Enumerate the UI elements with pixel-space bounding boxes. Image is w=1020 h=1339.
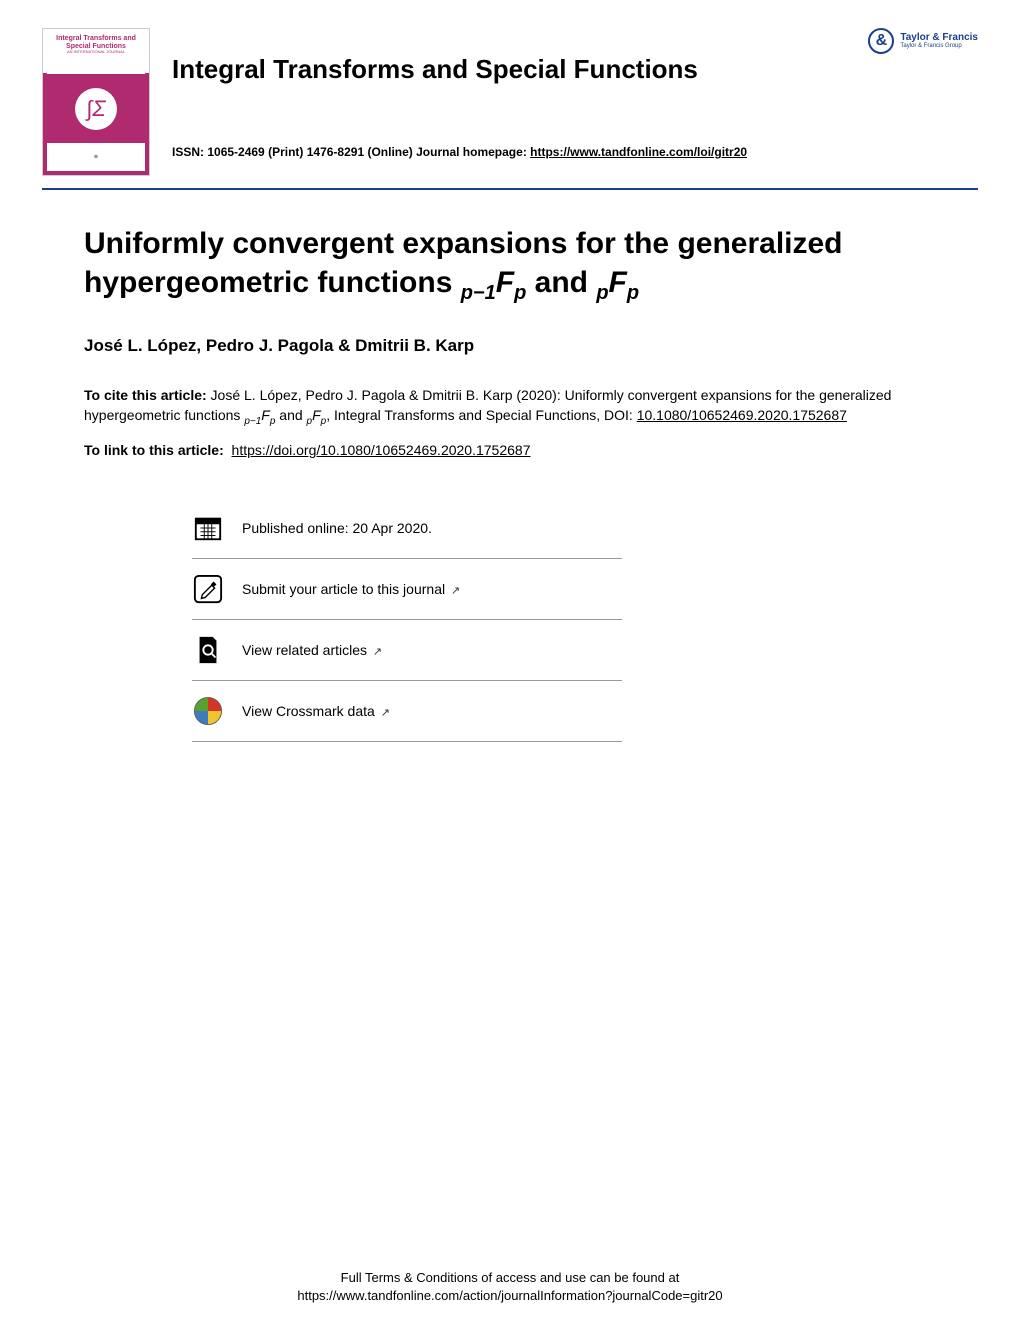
citation-label: To cite this article: bbox=[84, 387, 207, 403]
crossmark-label: View Crossmark data bbox=[242, 703, 375, 719]
title-and: and bbox=[526, 266, 596, 299]
footer-line1: Full Terms & Conditions of access and us… bbox=[0, 1269, 1020, 1287]
article-doi-link[interactable]: https://doi.org/10.1080/10652469.2020.17… bbox=[232, 442, 531, 458]
cover-publisher-mini: ⊕ bbox=[94, 154, 98, 160]
issn-online: 1476-8291 bbox=[307, 145, 364, 159]
submit-text: Submit your article to this journal ↗ bbox=[242, 581, 460, 597]
cover-title: Integral Transforms and Special Function… bbox=[47, 35, 145, 50]
crossmark-icon bbox=[192, 695, 224, 727]
header: Integral Transforms and Special Function… bbox=[42, 28, 978, 176]
journal-homepage-link[interactable]: https://www.tandfonline.com/loi/gitr20 bbox=[530, 145, 747, 159]
published-text: Published online: 20 Apr 2020. bbox=[242, 520, 432, 536]
article-title: Uniformly convergent expansions for the … bbox=[84, 224, 936, 306]
citation-after: , Integral Transforms and Special Functi… bbox=[326, 407, 636, 423]
external-link-icon: ↗ bbox=[381, 707, 390, 719]
crossmark-text: View Crossmark data ↗ bbox=[242, 703, 390, 719]
issn-print: 1065-2469 bbox=[207, 145, 264, 159]
publisher-name: Taylor & Francis bbox=[900, 33, 978, 43]
issn-label: ISSN: bbox=[172, 145, 207, 159]
cite-f1-sub: p−1 bbox=[244, 415, 261, 426]
external-link-icon: ↗ bbox=[373, 646, 382, 658]
header-divider bbox=[42, 188, 978, 190]
external-link-icon: ↗ bbox=[451, 585, 460, 597]
submit-icon bbox=[192, 573, 224, 605]
link-label: To link to this article: bbox=[84, 442, 224, 458]
related-label: View related articles bbox=[242, 642, 367, 658]
cite-f1-main: F bbox=[261, 407, 270, 423]
calendar-icon bbox=[192, 512, 224, 544]
action-list: Published online: 20 Apr 2020. Submit yo… bbox=[192, 498, 898, 742]
related-text: View related articles ↗ bbox=[242, 642, 382, 658]
published-row: Published online: 20 Apr 2020. bbox=[192, 498, 622, 559]
publisher-logo-icon: & bbox=[868, 28, 894, 54]
title-f2-sub: p bbox=[596, 282, 608, 304]
title-f2-sub2: p bbox=[627, 282, 639, 304]
crossmark-row[interactable]: View Crossmark data ↗ bbox=[192, 681, 622, 742]
submit-label: Submit your article to this journal bbox=[242, 581, 445, 597]
title-f1-sub: p−1 bbox=[461, 282, 496, 304]
title-f1-main: F bbox=[496, 266, 514, 299]
footer: Full Terms & Conditions of access and us… bbox=[0, 1269, 1020, 1305]
ampersand-icon: & bbox=[876, 32, 888, 50]
publisher-logo: & Taylor & Francis Taylor & Francis Grou… bbox=[868, 28, 978, 54]
related-row[interactable]: View related articles ↗ bbox=[192, 620, 622, 681]
link-line: To link to this article: https://doi.org… bbox=[84, 442, 936, 458]
journal-title: Integral Transforms and Special Function… bbox=[172, 54, 978, 85]
submit-row[interactable]: Submit your article to this journal ↗ bbox=[192, 559, 622, 620]
title-f1-sub2: p bbox=[514, 282, 526, 304]
footer-terms-link[interactable]: https://www.tandfonline.com/action/journ… bbox=[297, 1288, 722, 1303]
citation-doi-link[interactable]: 10.1080/10652469.2020.1752687 bbox=[637, 407, 847, 423]
integral-icon: ∫Σ bbox=[75, 88, 117, 130]
issn-line: ISSN: 1065-2469 (Print) 1476-8291 (Onlin… bbox=[172, 145, 978, 159]
title-f2-main: F bbox=[609, 266, 627, 299]
cite-f2-main: F bbox=[312, 407, 321, 423]
homepage-label: Journal homepage: bbox=[416, 145, 527, 159]
publisher-group: Taylor & Francis Group bbox=[900, 43, 978, 49]
journal-cover-thumbnail[interactable]: Integral Transforms and Special Function… bbox=[42, 28, 150, 176]
authors: José L. López, Pedro J. Pagola & Dmitrii… bbox=[84, 336, 936, 356]
citation: To cite this article: José L. López, Ped… bbox=[84, 386, 936, 428]
cover-subtitle: AN INTERNATIONAL JOURNAL bbox=[47, 50, 145, 54]
related-icon bbox=[192, 634, 224, 666]
cite-and: and bbox=[275, 407, 306, 423]
